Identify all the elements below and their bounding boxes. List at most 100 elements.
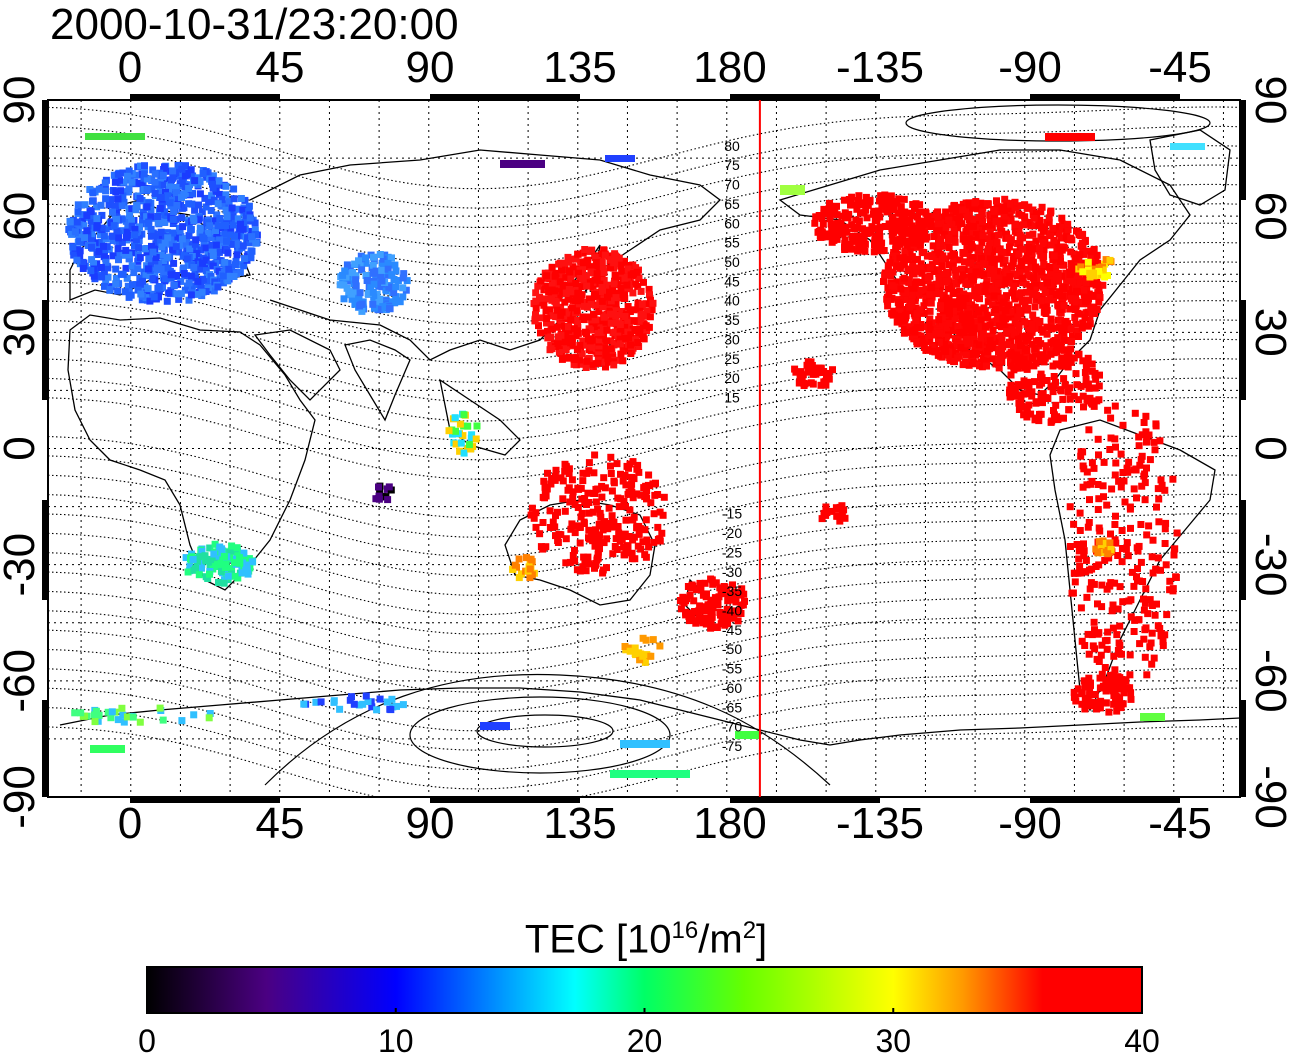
tec-cell [1064, 363, 1072, 371]
tec-cell [1043, 323, 1051, 331]
tec-cell [596, 509, 604, 517]
contour-label: -65 [722, 699, 742, 715]
tec-cell [917, 230, 925, 238]
tec-cell [840, 196, 848, 204]
tec-cell [95, 248, 103, 255]
tec-cell [544, 469, 551, 477]
tec-cell [1061, 380, 1069, 388]
tec-cell [1015, 406, 1023, 413]
tec-cell [1058, 354, 1066, 362]
tec-cell [83, 212, 91, 220]
tec-cell [194, 174, 202, 182]
tec-cell [584, 256, 592, 264]
tec-cell [597, 522, 605, 530]
tec-cell [612, 312, 620, 319]
tec-cell [102, 258, 110, 266]
tec-cell [390, 276, 398, 283]
contour-label: -40 [722, 603, 742, 619]
tec-cell [639, 652, 647, 660]
tec-cell [119, 711, 127, 719]
tec-cell [1083, 481, 1091, 489]
tec-cell [1090, 618, 1098, 626]
tec-cell [216, 236, 224, 244]
tec-cell [193, 290, 201, 298]
tec-cell [552, 301, 560, 309]
tec-cell [693, 586, 700, 594]
tec-cell [598, 482, 606, 490]
tec-cell [101, 282, 108, 290]
tec-cell [125, 167, 133, 175]
tec-cell [881, 271, 889, 279]
tec-cell [585, 459, 593, 467]
tec-cell [584, 298, 591, 306]
tec-cell [141, 245, 149, 253]
tec-cell [848, 193, 856, 201]
tec-cell [631, 555, 639, 563]
tec-cell [645, 543, 653, 551]
tec-cell [93, 215, 101, 223]
tec-cell [989, 327, 997, 334]
tec-cell [600, 539, 608, 547]
tec-cell [117, 187, 125, 195]
tec-cell [970, 324, 978, 332]
tec-cell [1040, 252, 1048, 260]
tec-cell [230, 185, 238, 193]
tec-cell [950, 307, 958, 315]
tec-cell [924, 213, 932, 221]
tec-cell [726, 614, 734, 622]
tec-cell [561, 467, 569, 475]
tec-cell [98, 238, 106, 246]
tec-cell [130, 269, 138, 277]
tec-cell [574, 504, 582, 511]
tec-cell [951, 238, 959, 246]
tec-cell [898, 233, 906, 240]
tec-cell [701, 579, 709, 587]
colorbar-tick-label: 10 [378, 1023, 414, 1057]
tec-cell [1039, 235, 1047, 243]
y-tick-label-right: 60 [1246, 192, 1292, 241]
tec-cell [956, 215, 963, 223]
tec-cell [528, 571, 536, 579]
tec-cell [195, 216, 203, 224]
tec-cell [870, 207, 878, 215]
tec-cell [205, 714, 213, 722]
tec-cell [938, 262, 946, 270]
tec-cell [1084, 380, 1092, 388]
tec-cell [154, 284, 162, 292]
tec-cell [196, 224, 204, 232]
tec-cell [1085, 384, 1093, 392]
tec-cell [1079, 357, 1087, 365]
tec-cell [1116, 642, 1124, 649]
tec-cell [396, 298, 404, 306]
contour-label: -75 [722, 738, 742, 754]
tec-cell [1066, 395, 1074, 403]
tec-cell [1043, 279, 1051, 287]
tec-cell [543, 272, 550, 280]
tec-cell [317, 698, 325, 706]
tec-cell [895, 314, 903, 322]
tec-cell [136, 223, 143, 231]
tec-cell [1102, 699, 1110, 707]
x-tick-label-bottom: -90 [998, 799, 1062, 848]
tec-cell [982, 252, 990, 260]
tec-cell [1009, 312, 1017, 320]
tec-cell [976, 295, 983, 303]
tec-cell [125, 251, 133, 259]
tec-cell [1014, 335, 1022, 343]
tec-cell [75, 234, 83, 242]
tec-cell [630, 533, 638, 541]
tec-cell [592, 321, 599, 329]
tec-cell [1135, 616, 1143, 624]
tec-cell [1154, 485, 1162, 493]
tec-cell [549, 475, 557, 483]
tec-cell [634, 299, 642, 307]
tec-cell [719, 610, 727, 618]
tec-cell [245, 239, 253, 247]
tec-cell [957, 265, 965, 273]
tec-cell [1078, 690, 1086, 698]
tec-cell [646, 313, 654, 321]
tec-cell [1075, 259, 1083, 267]
tec-cell [621, 643, 629, 650]
y-tick-label-right: -90 [1246, 765, 1292, 829]
